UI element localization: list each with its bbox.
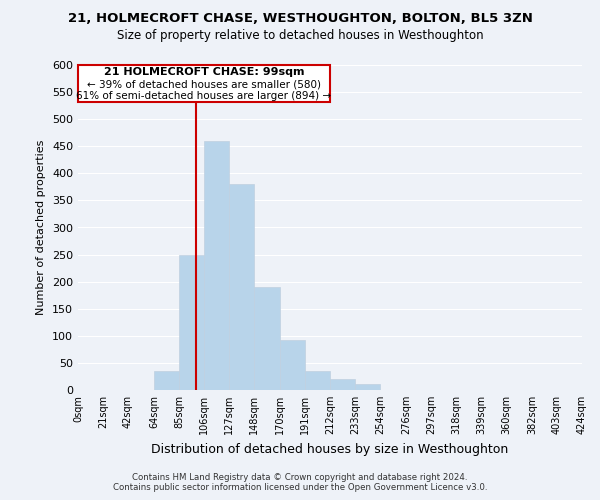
Bar <box>280 340 305 390</box>
Text: Contains HM Land Registry data © Crown copyright and database right 2024.: Contains HM Land Registry data © Crown c… <box>132 474 468 482</box>
Bar <box>154 371 179 390</box>
Bar <box>204 141 229 390</box>
Text: 21, HOLMECROFT CHASE, WESTHOUGHTON, BOLTON, BL5 3ZN: 21, HOLMECROFT CHASE, WESTHOUGHTON, BOLT… <box>68 12 532 26</box>
FancyBboxPatch shape <box>78 65 330 102</box>
Bar <box>330 379 355 390</box>
Text: 21 HOLMECROFT CHASE: 99sqm: 21 HOLMECROFT CHASE: 99sqm <box>104 66 304 76</box>
Bar <box>305 371 330 390</box>
Bar <box>229 184 254 390</box>
Bar <box>254 287 280 390</box>
X-axis label: Distribution of detached houses by size in Westhoughton: Distribution of detached houses by size … <box>151 442 509 456</box>
Text: 61% of semi-detached houses are larger (894) →: 61% of semi-detached houses are larger (… <box>76 91 332 101</box>
Text: Size of property relative to detached houses in Westhoughton: Size of property relative to detached ho… <box>116 29 484 42</box>
Bar <box>179 254 204 390</box>
Text: Contains public sector information licensed under the Open Government Licence v3: Contains public sector information licen… <box>113 484 487 492</box>
Text: ← 39% of detached houses are smaller (580): ← 39% of detached houses are smaller (58… <box>87 79 321 89</box>
Bar <box>355 384 380 390</box>
Y-axis label: Number of detached properties: Number of detached properties <box>37 140 46 315</box>
